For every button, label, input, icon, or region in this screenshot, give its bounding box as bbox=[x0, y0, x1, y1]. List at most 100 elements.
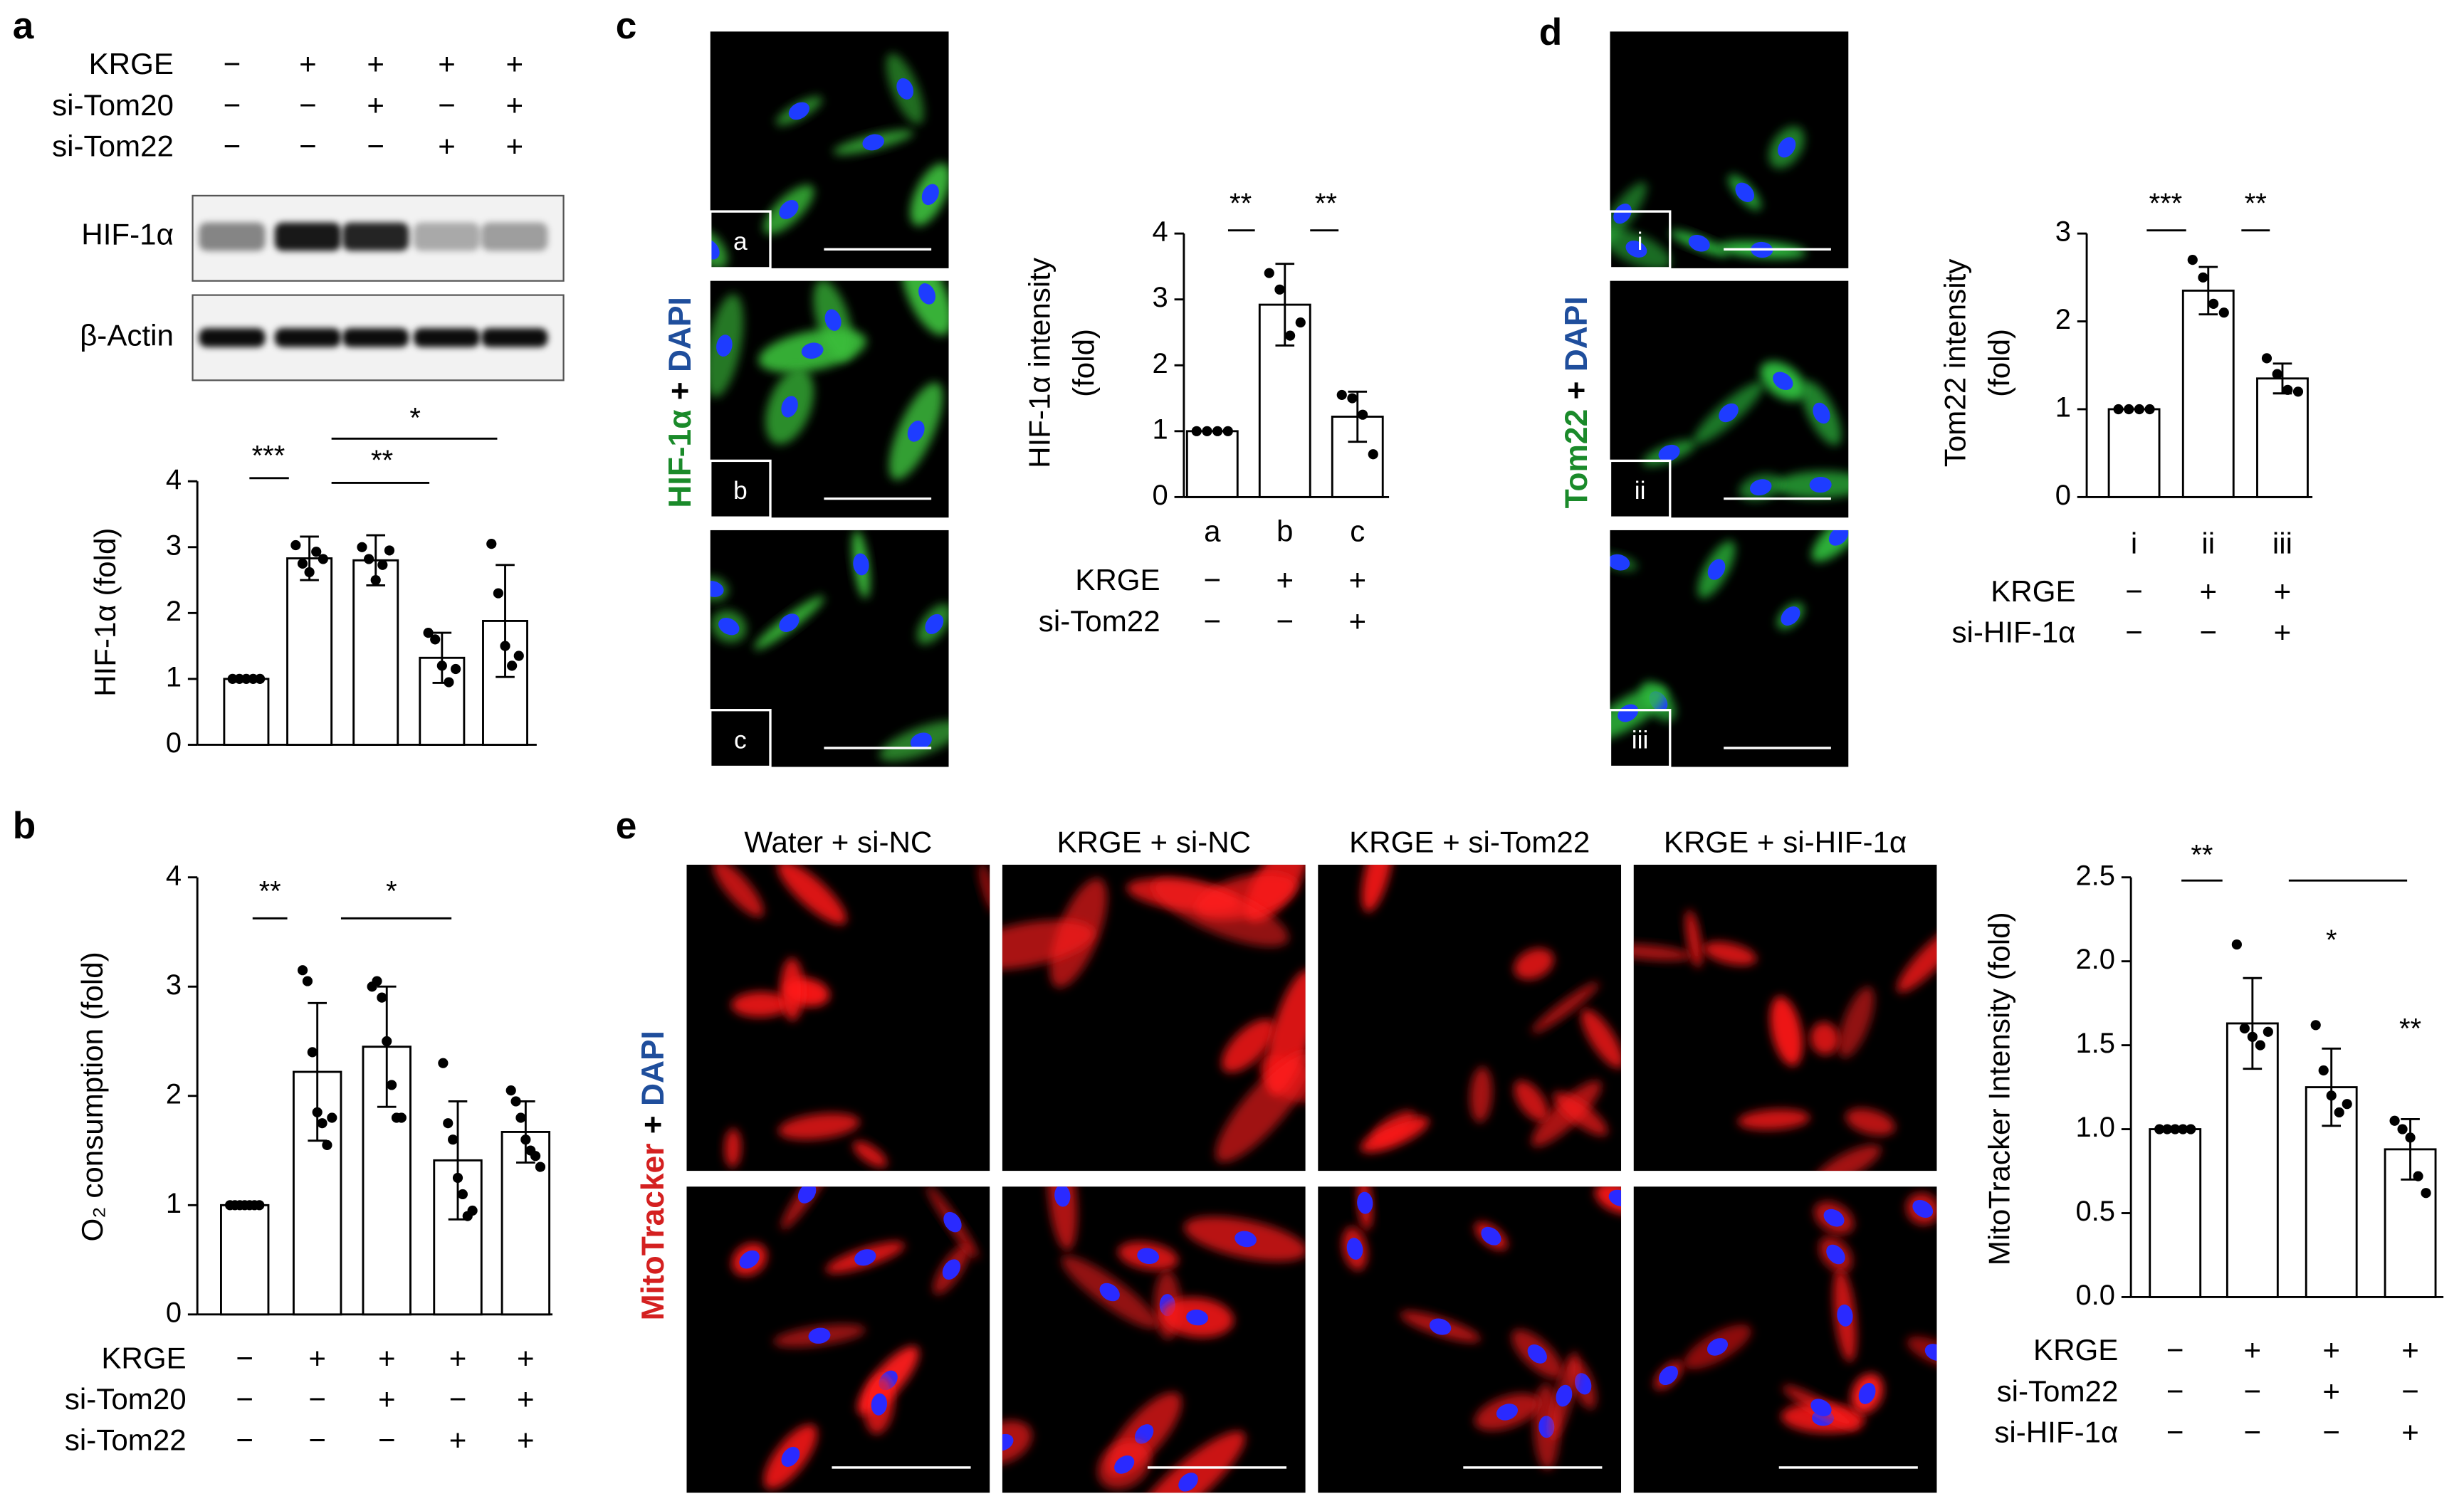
data-point bbox=[2413, 1171, 2423, 1181]
blot-band bbox=[274, 222, 341, 251]
column-header: KRGE + si-Tom22 bbox=[1349, 825, 1590, 858]
cell bbox=[1360, 1116, 1430, 1153]
column-header: Water + si-NC bbox=[744, 825, 932, 858]
nucleus bbox=[779, 200, 799, 219]
y-axis-label: MitoTracker Intensity (fold) bbox=[1982, 912, 2015, 1265]
cell bbox=[1152, 877, 1289, 947]
image-label-box bbox=[1608, 210, 1672, 270]
nucleus bbox=[1574, 1373, 1592, 1395]
condition-sign: + bbox=[2401, 1415, 2419, 1448]
data-point bbox=[486, 539, 497, 549]
nucleus bbox=[1707, 1338, 1729, 1356]
nucleus bbox=[781, 396, 798, 418]
nucleus bbox=[1858, 1383, 1876, 1404]
condition-name: KRGE bbox=[89, 47, 174, 80]
nucleus bbox=[1613, 204, 1632, 224]
image-label: ii bbox=[1635, 476, 1646, 505]
nucleus bbox=[1658, 444, 1680, 462]
data-point bbox=[493, 588, 503, 599]
significance-label: * bbox=[2326, 925, 2337, 956]
data-point bbox=[370, 574, 381, 586]
data-point bbox=[307, 1047, 318, 1058]
data-point bbox=[452, 1172, 463, 1184]
data-point bbox=[322, 1139, 332, 1150]
cell bbox=[724, 1128, 742, 1168]
condition-sign: − bbox=[299, 130, 317, 163]
cells bbox=[1610, 530, 1849, 740]
data-point bbox=[500, 641, 510, 651]
cell bbox=[1633, 944, 1692, 961]
bar bbox=[223, 678, 270, 746]
data-point bbox=[443, 1118, 454, 1129]
cell bbox=[1531, 981, 1600, 1033]
nucleus bbox=[1234, 1231, 1257, 1248]
condition-sign: + bbox=[2401, 1333, 2419, 1367]
y-tick-label: 4 bbox=[1153, 216, 1168, 248]
stain-marker: Tom22 bbox=[1559, 409, 1594, 509]
condition-sign: + bbox=[506, 88, 524, 122]
y-tick-label: 2.0 bbox=[2075, 944, 2114, 975]
bar bbox=[2256, 377, 2309, 498]
cells bbox=[1642, 361, 1849, 501]
data-point bbox=[1222, 426, 1233, 436]
condition-sign: − bbox=[438, 88, 456, 122]
nucleus bbox=[1749, 479, 1772, 496]
significance-label: *** bbox=[2149, 188, 2183, 219]
data-point bbox=[2292, 386, 2304, 397]
data-point bbox=[1295, 317, 1306, 328]
condition-sign: + bbox=[2322, 1333, 2340, 1367]
condition-sign: + bbox=[378, 1341, 396, 1374]
image-label-box bbox=[709, 709, 772, 769]
nucleus bbox=[1659, 1366, 1678, 1386]
y-tick-label: 1 bbox=[1153, 414, 1168, 445]
y-axis-label: (fold) bbox=[1982, 329, 2015, 397]
y-axis-label: Tom22 intensity bbox=[1938, 259, 1971, 468]
column-header: KRGE + si-NC bbox=[1057, 825, 1251, 858]
condition-sign: + bbox=[2322, 1374, 2340, 1408]
condition-sign: − bbox=[224, 47, 241, 80]
cell bbox=[1361, 864, 1393, 912]
image-label: b bbox=[733, 476, 748, 505]
significance-label: *** bbox=[252, 441, 285, 472]
nucleus bbox=[1114, 1455, 1135, 1474]
nucleus bbox=[1810, 1399, 1832, 1416]
nucleus bbox=[1828, 530, 1849, 546]
data-point bbox=[1368, 449, 1378, 460]
condition-sign: + bbox=[438, 47, 456, 80]
data-point bbox=[364, 554, 374, 564]
nucleus bbox=[739, 1250, 760, 1269]
condition-sign: + bbox=[367, 47, 384, 80]
data-point bbox=[2187, 255, 2198, 265]
cell bbox=[1737, 1109, 1810, 1130]
data-point bbox=[384, 545, 395, 556]
cell bbox=[1810, 1021, 1840, 1055]
data-point bbox=[357, 542, 367, 552]
nucleus bbox=[1481, 1226, 1501, 1246]
nucleus bbox=[896, 78, 914, 100]
y-tick-label: 1.0 bbox=[2075, 1112, 2114, 1143]
cell bbox=[1845, 1108, 1895, 1136]
y-tick-label: 4 bbox=[166, 860, 182, 891]
condition-sign: − bbox=[299, 88, 317, 122]
condition-sign: + bbox=[1348, 563, 1366, 596]
data-point bbox=[2255, 1040, 2265, 1050]
blot-band bbox=[413, 222, 481, 251]
data-point bbox=[1347, 393, 1358, 404]
nucleus bbox=[1556, 1384, 1573, 1407]
cell bbox=[1580, 1009, 1622, 1069]
data-point bbox=[2421, 1188, 2431, 1199]
nucleus bbox=[1496, 1404, 1519, 1421]
data-point bbox=[2397, 1124, 2408, 1134]
data-point bbox=[2144, 404, 2155, 415]
nucleus bbox=[1346, 1238, 1363, 1260]
nucleus bbox=[942, 1259, 961, 1280]
nucleus bbox=[1826, 1244, 1845, 1265]
x-tick-label: c bbox=[1350, 515, 1365, 548]
error-bar bbox=[2243, 976, 2263, 1070]
data-point bbox=[297, 558, 308, 569]
condition-sign: − bbox=[224, 88, 241, 122]
y-axis-label: O₂ consumption (fold) bbox=[75, 952, 109, 1241]
y-tick-label: 0.0 bbox=[2075, 1280, 2114, 1311]
